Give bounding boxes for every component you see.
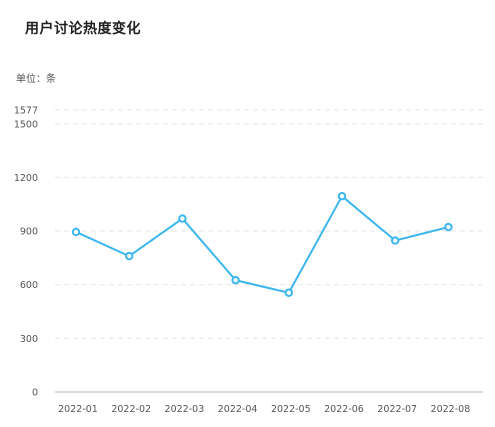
x-tick-label: 2022-06 (324, 404, 364, 415)
data-point[interactable] (337, 191, 347, 201)
x-tick-label: 2022-02 (111, 404, 151, 415)
data-point[interactable] (391, 236, 400, 245)
y-tick-label: 600 (20, 280, 38, 291)
data-point[interactable] (284, 288, 293, 297)
data-point[interactable] (444, 222, 453, 232)
unit-label: 单位：条 (16, 74, 56, 85)
x-axis-ticks: 2022-01 2022-02 2022-03 2022-04 2022-05 2022-… (58, 404, 470, 415)
series-line-group (75, 195, 450, 294)
x-tick-label: 2022-04 (218, 404, 258, 415)
data-points (71, 191, 453, 297)
y-tick-label: 1577 (14, 106, 38, 117)
y-tick-label: 1200 (14, 173, 38, 184)
data-point[interactable] (125, 251, 134, 261)
y-tick-label: 0 (32, 388, 38, 399)
x-tick-label: 2022-05 (271, 404, 311, 415)
y-tick-label: 900 (20, 227, 38, 238)
y-axis-ticks: 0 300 600 900 1200 1500 1577 (14, 106, 38, 399)
x-tick-label: 2022-07 (377, 404, 417, 415)
grid-lines (55, 109, 483, 339)
series-line (75, 195, 450, 294)
data-point[interactable] (231, 276, 240, 285)
x-tick-label: 2022-03 (165, 404, 205, 415)
data-point[interactable] (178, 214, 187, 223)
x-tick-label: 2022-08 (431, 404, 471, 415)
y-tick-label: 1500 (14, 119, 38, 130)
y-tick-label: 300 (20, 334, 38, 345)
data-point[interactable] (71, 227, 81, 237)
chart-title: 用户讨论热度变化 (25, 21, 141, 37)
x-tick-label: 2022-01 (58, 404, 98, 415)
